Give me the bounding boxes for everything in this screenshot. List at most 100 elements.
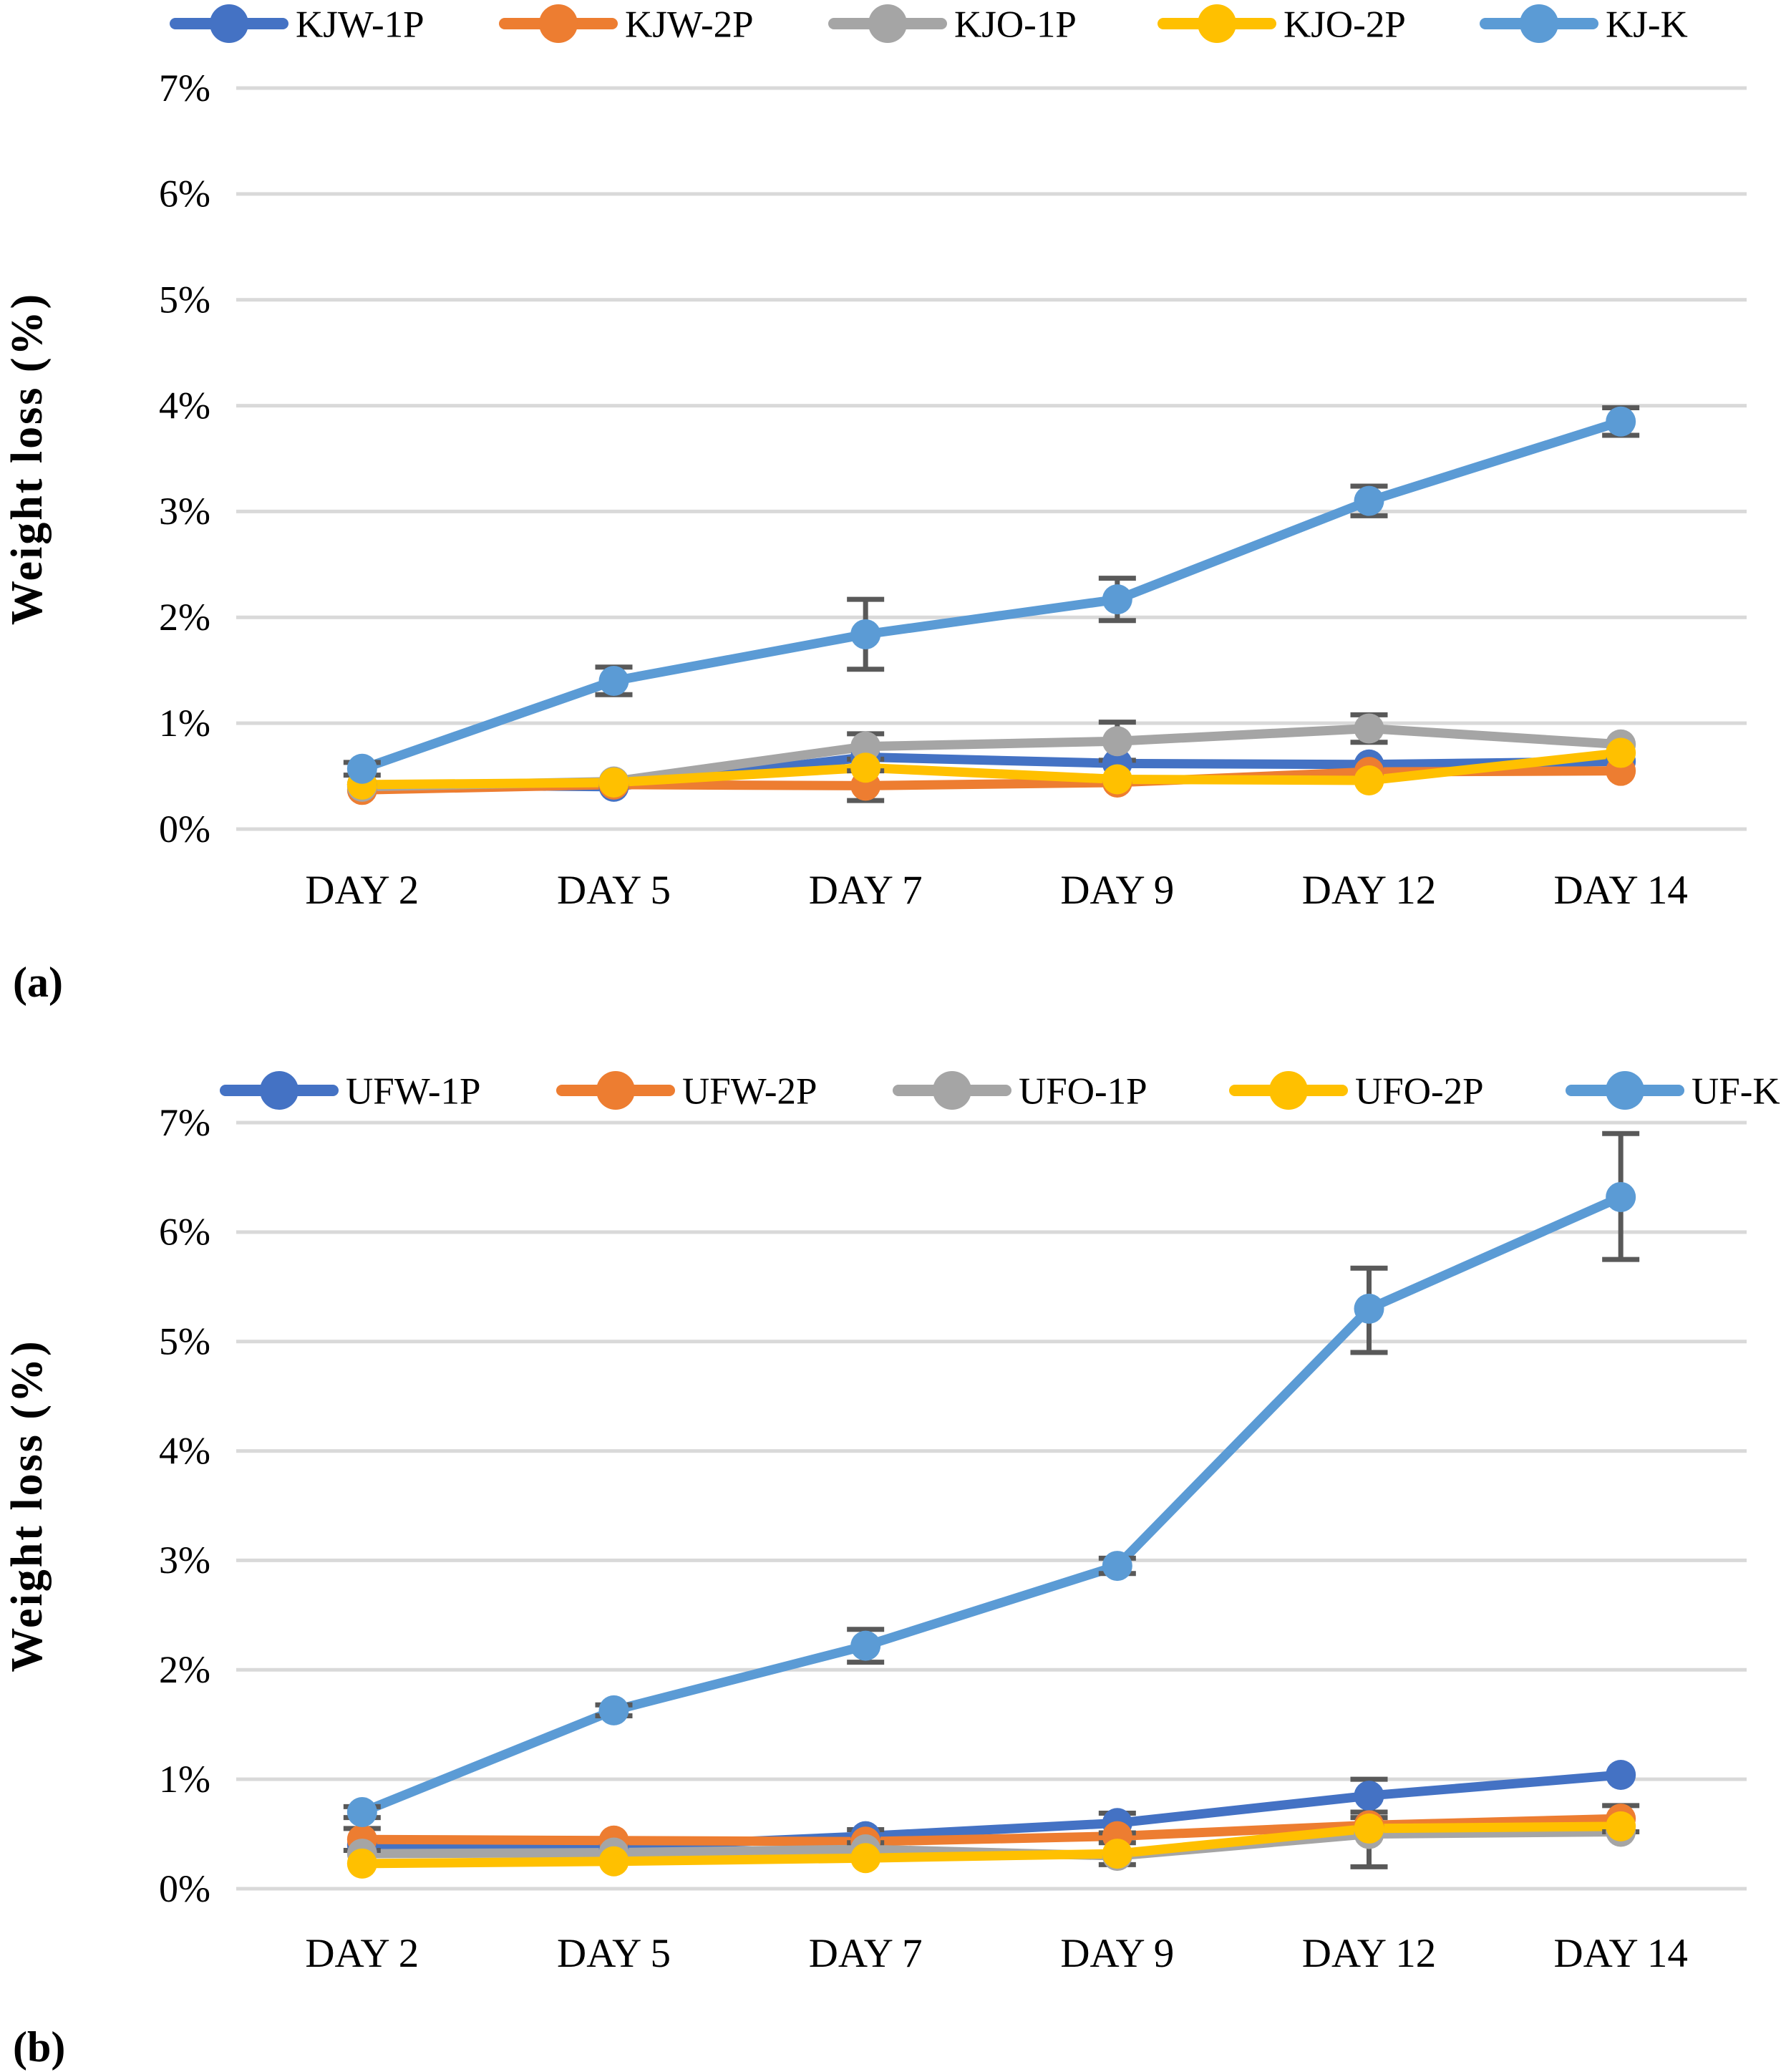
legend-marker-icon [1269, 1071, 1308, 1110]
y-tick-label: 2% [159, 596, 210, 639]
panel-a-caption: (a) [13, 959, 63, 1006]
marker-KJ-K [1606, 406, 1636, 437]
legend-label: UFW-2P [682, 1071, 817, 1113]
y-tick-label: 6% [159, 173, 210, 216]
y-tick-label: 1% [159, 702, 210, 745]
y-tick-label: 0% [159, 808, 210, 851]
marker-UFO-2P [850, 1843, 881, 1874]
marker-KJ-K [850, 619, 881, 649]
legend-label: KJW-1P [296, 4, 424, 46]
series-line-KJ-K [357, 417, 1626, 774]
series-line-UF-K [357, 1192, 1626, 1817]
legend-item-KJW-1P: KJW-1P [170, 4, 424, 46]
y-tick-label: 4% [159, 1429, 210, 1472]
legend-marker-icon [1198, 4, 1236, 43]
y-tick-label: 7% [159, 1101, 210, 1144]
y-tick-label: 4% [159, 384, 210, 427]
legend-item-KJ-K: KJ-K [1480, 4, 1688, 46]
x-tick-label: DAY 2 [305, 868, 419, 913]
y-tick-label: 0% [159, 1867, 210, 1910]
x-tick-label: DAY 5 [557, 868, 671, 913]
y-tick-label: 1% [159, 1758, 210, 1801]
legend-marker-icon [1520, 4, 1558, 43]
marker-KJO-2P [1102, 764, 1132, 795]
line-chart-b: 7% 6% 5% 4% 3% 2% 1% 0% DAY 2 DAY 5 DAY 7 DAY 9 DAY … [3, 1071, 1780, 2071]
marker-UF-K [850, 1630, 881, 1661]
legend-marker-icon [539, 4, 578, 43]
x-tick-label: DAY 9 [1060, 1931, 1174, 1976]
legend-label: KJO-2P [1283, 4, 1406, 46]
x-tick-label: DAY 7 [809, 868, 923, 913]
legend-label: UFO-2P [1355, 1071, 1484, 1113]
y-tick-label: 6% [159, 1211, 210, 1254]
chart-b-content: 7% 6% 5% 4% 3% 2% 1% 0% DAY 2 DAY 5 DAY 7 DAY 9 DAY … [3, 1071, 1780, 1976]
marker-UFO-2P [1354, 1813, 1384, 1844]
legend-item-UFO-1P: UFO-1P [893, 1071, 1147, 1113]
chart-a-content: 7% 6% 5% 4% 3% 2% 1% 0% DAY 2 DAY 5 DAY 7 DAY 9 DAY … [3, 4, 1747, 913]
x-tick-label: DAY 5 [557, 1931, 671, 1976]
legend-marker-icon [210, 4, 248, 43]
y-tick-label: 7% [159, 67, 210, 110]
legend-label: UFW-1P [346, 1071, 480, 1113]
x-tick-label: DAY 14 [1553, 868, 1687, 913]
marker-UF-K [1354, 1293, 1384, 1324]
legend-label: KJ-K [1606, 4, 1688, 46]
marker-UFO-2P [598, 1846, 629, 1877]
y-tick-label: 5% [159, 1320, 210, 1363]
marker-KJO-1P [1102, 726, 1132, 757]
marker-UFW-1P [1354, 1781, 1384, 1811]
x-tick-label: DAY 14 [1553, 1931, 1687, 1976]
marker-KJO-2P [1606, 737, 1636, 768]
marker-KJO-2P [1354, 765, 1384, 795]
marker-UFO-2P [1102, 1839, 1132, 1869]
x-tick-label: DAY 12 [1302, 868, 1436, 913]
marker-KJO-2P [850, 752, 881, 783]
legend-marker-icon [596, 1071, 635, 1110]
legend-label: KJW-2P [625, 4, 754, 46]
panel-b-caption: (b) [13, 2023, 65, 2071]
x-tick-label: DAY 2 [305, 1931, 419, 1976]
x-tick-label: DAY 7 [809, 1931, 923, 1976]
y-axis-title: Weight loss (%) [3, 292, 52, 625]
line-chart-a: 7% 6% 5% 4% 3% 2% 1% 0% DAY 2 DAY 5 DAY 7 DAY 9 DAY … [3, 4, 1747, 1006]
legend-item-UFO-2P: UFO-2P [1229, 1071, 1484, 1113]
legend-label: UF-K [1692, 1071, 1780, 1113]
legend-item-KJO-1P: KJO-1P [828, 4, 1077, 46]
x-tick-label: DAY 9 [1060, 868, 1174, 913]
legend-marker-icon [260, 1071, 299, 1110]
y-tick-label: 5% [159, 279, 210, 321]
marker-UFO-2P [1606, 1811, 1636, 1841]
marker-UF-K [1606, 1181, 1636, 1212]
legend-item-KJW-2P: KJW-2P [499, 4, 754, 46]
legend-label: KJO-1P [954, 4, 1077, 46]
series-line-UFW-1P [357, 1770, 1626, 1852]
x-tick-label: DAY 12 [1302, 1931, 1436, 1976]
marker-UF-K [598, 1695, 629, 1725]
legend-item-UFW-1P: UFW-1P [220, 1071, 480, 1113]
marker-KJO-1P [850, 731, 881, 762]
legend-item-KJO-2P: KJO-2P [1158, 4, 1406, 46]
marker-UF-K [1102, 1551, 1132, 1582]
marker-KJ-K [346, 753, 377, 784]
marker-KJ-K [1102, 584, 1132, 615]
marker-KJ-K [598, 666, 629, 696]
series-line-UFO-2P [357, 1821, 1626, 1869]
legend-marker-icon [868, 4, 907, 43]
series-line-KJO-2P [357, 748, 1626, 790]
legend-marker-icon [933, 1071, 971, 1110]
y-tick-label: 3% [159, 1539, 210, 1582]
marker-UFW-1P [1606, 1760, 1636, 1791]
legend-marker-icon [1606, 1071, 1644, 1110]
y-tick-label: 2% [159, 1648, 210, 1691]
y-axis-title: Weight loss (%) [3, 1339, 52, 1672]
marker-UF-K [346, 1797, 377, 1827]
marker-UFO-2P [346, 1848, 377, 1879]
panel-a: 7% 6% 5% 4% 3% 2% 1% 0% DAY 2 DAY 5 DAY 7 DAY 9 DAY … [3, 4, 1747, 1006]
legend-label: UFO-1P [1019, 1071, 1147, 1113]
panel-b: 7% 6% 5% 4% 3% 2% 1% 0% DAY 2 DAY 5 DAY 7 DAY 9 DAY … [0, 1036, 1781, 2072]
y-tick-label: 3% [159, 490, 210, 533]
legend-item-UFW-2P: UFW-2P [556, 1071, 817, 1113]
marker-KJO-1P [1354, 713, 1384, 744]
marker-KJO-2P [598, 767, 629, 798]
